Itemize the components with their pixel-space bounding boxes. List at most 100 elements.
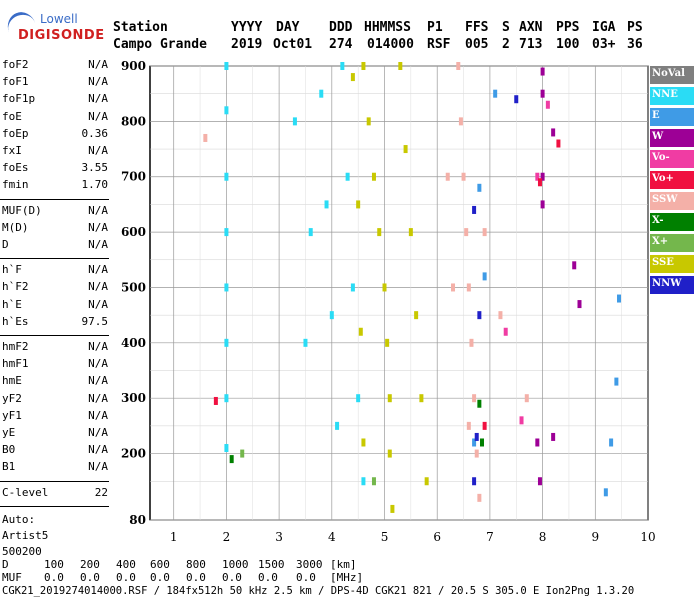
y-tick-label: 500 xyxy=(121,280,146,294)
header-value: 014000 xyxy=(367,37,414,52)
param-value: N/A xyxy=(88,408,108,422)
param-row: foEp 0.36 xyxy=(2,127,108,143)
x-tick-label: 5 xyxy=(381,530,389,544)
trace-point xyxy=(213,396,218,405)
header-value: 36 xyxy=(627,37,643,52)
trace-point xyxy=(240,449,245,458)
header-value: 274 xyxy=(329,37,353,52)
footer-muf-value: 0.0 xyxy=(150,571,170,584)
param-row: fmin 1.70 xyxy=(2,178,108,194)
trace-point xyxy=(469,338,474,347)
y-tick-label: 600 xyxy=(121,225,146,239)
param-row: h`F N/A xyxy=(2,263,108,279)
header-value: 005 xyxy=(465,37,489,52)
header-label: DDD xyxy=(329,20,353,35)
trace-point xyxy=(356,200,361,209)
trace-vo- xyxy=(503,100,550,425)
trace-point xyxy=(361,438,366,447)
param-value: N/A xyxy=(88,443,108,457)
trace-point xyxy=(551,128,556,137)
header-label: IGA xyxy=(592,20,616,35)
footer-d-value: 400 xyxy=(116,558,136,571)
trace-point xyxy=(482,228,487,237)
param-label: fmin xyxy=(2,178,29,192)
trace-point xyxy=(385,338,390,347)
trace-point xyxy=(572,261,577,270)
trace-point xyxy=(482,272,487,281)
param-label: yE xyxy=(2,426,16,439)
trace-point xyxy=(361,62,366,70)
param-separator xyxy=(0,198,109,200)
param-value: N/A xyxy=(88,92,108,106)
x-tick-label: 7 xyxy=(486,530,494,544)
trace-point xyxy=(424,477,429,486)
param-row: hmF2 N/A xyxy=(2,340,108,356)
header-value: Oct01 xyxy=(273,37,313,52)
trace-point xyxy=(477,399,482,408)
x-tick-label: 10 xyxy=(640,530,655,544)
trace-point xyxy=(480,438,484,447)
param-separator xyxy=(0,505,109,507)
trace-point xyxy=(224,228,229,237)
footer-muf-value: 0.0 xyxy=(44,571,64,584)
legend-item: W xyxy=(650,129,694,147)
trace-point xyxy=(203,133,208,142)
y-tick-label: 80 xyxy=(129,513,146,527)
param-label: h`F xyxy=(2,263,22,277)
logo-bottom-text: DIGISONDE xyxy=(18,28,105,43)
trace-point xyxy=(614,377,619,386)
trace-point xyxy=(319,89,324,98)
trace-point xyxy=(224,338,229,347)
param-value: N/A xyxy=(88,374,108,388)
legend-item: SSE xyxy=(650,255,694,273)
trace-point xyxy=(414,311,419,320)
legend-item: NNE xyxy=(650,87,694,105)
param-row: foF1p N/A xyxy=(2,92,108,108)
header-value: 03+ xyxy=(592,37,616,52)
y-tick-label: 300 xyxy=(121,391,146,405)
param-label: foEs xyxy=(2,161,29,175)
trace-point xyxy=(503,327,508,336)
trace-vo- xyxy=(213,139,561,430)
trace-point xyxy=(577,300,582,309)
trace-point xyxy=(366,117,371,126)
trace-point xyxy=(224,172,229,181)
header-label: PS xyxy=(627,20,643,35)
trace-point xyxy=(482,421,487,430)
trace-point xyxy=(461,172,466,181)
auto-line: Artist5 xyxy=(2,528,49,542)
trace-point xyxy=(537,477,542,486)
param-value: N/A xyxy=(88,263,108,277)
header-value: Campo Grande xyxy=(113,37,207,52)
param-label: h`F2 xyxy=(2,280,29,294)
header-value: 100 xyxy=(556,37,580,52)
trace-point xyxy=(324,200,329,209)
trace-point xyxy=(224,283,229,292)
footer-muf-value: 0.0 xyxy=(258,571,278,584)
param-value: N/A xyxy=(88,58,108,71)
param-row: MUF(D) N/A xyxy=(2,204,108,220)
trace-point xyxy=(329,311,334,320)
trace-point xyxy=(451,283,456,292)
header-label: P1 xyxy=(427,20,443,35)
param-value: N/A xyxy=(88,220,108,234)
trace-point xyxy=(617,294,622,303)
param-label: MUF(D) xyxy=(2,203,42,217)
trace-point xyxy=(609,438,614,447)
trace-point xyxy=(551,432,556,441)
param-row: yE N/A xyxy=(2,426,108,442)
param-value: N/A xyxy=(88,391,108,405)
param-row: h`F2 N/A xyxy=(2,280,108,296)
trace-point xyxy=(345,172,350,181)
header-label: AXN xyxy=(519,20,543,35)
trace-point xyxy=(382,283,387,292)
trace-point xyxy=(514,95,519,104)
trace-point xyxy=(419,394,424,403)
param-label: fxI xyxy=(2,144,22,157)
param-row: M(D) N/A xyxy=(2,221,108,237)
trace-point xyxy=(556,139,561,148)
param-value: 97.5 xyxy=(81,314,109,328)
footer-muf-label: MUF xyxy=(2,571,22,584)
trace-point xyxy=(224,106,229,115)
